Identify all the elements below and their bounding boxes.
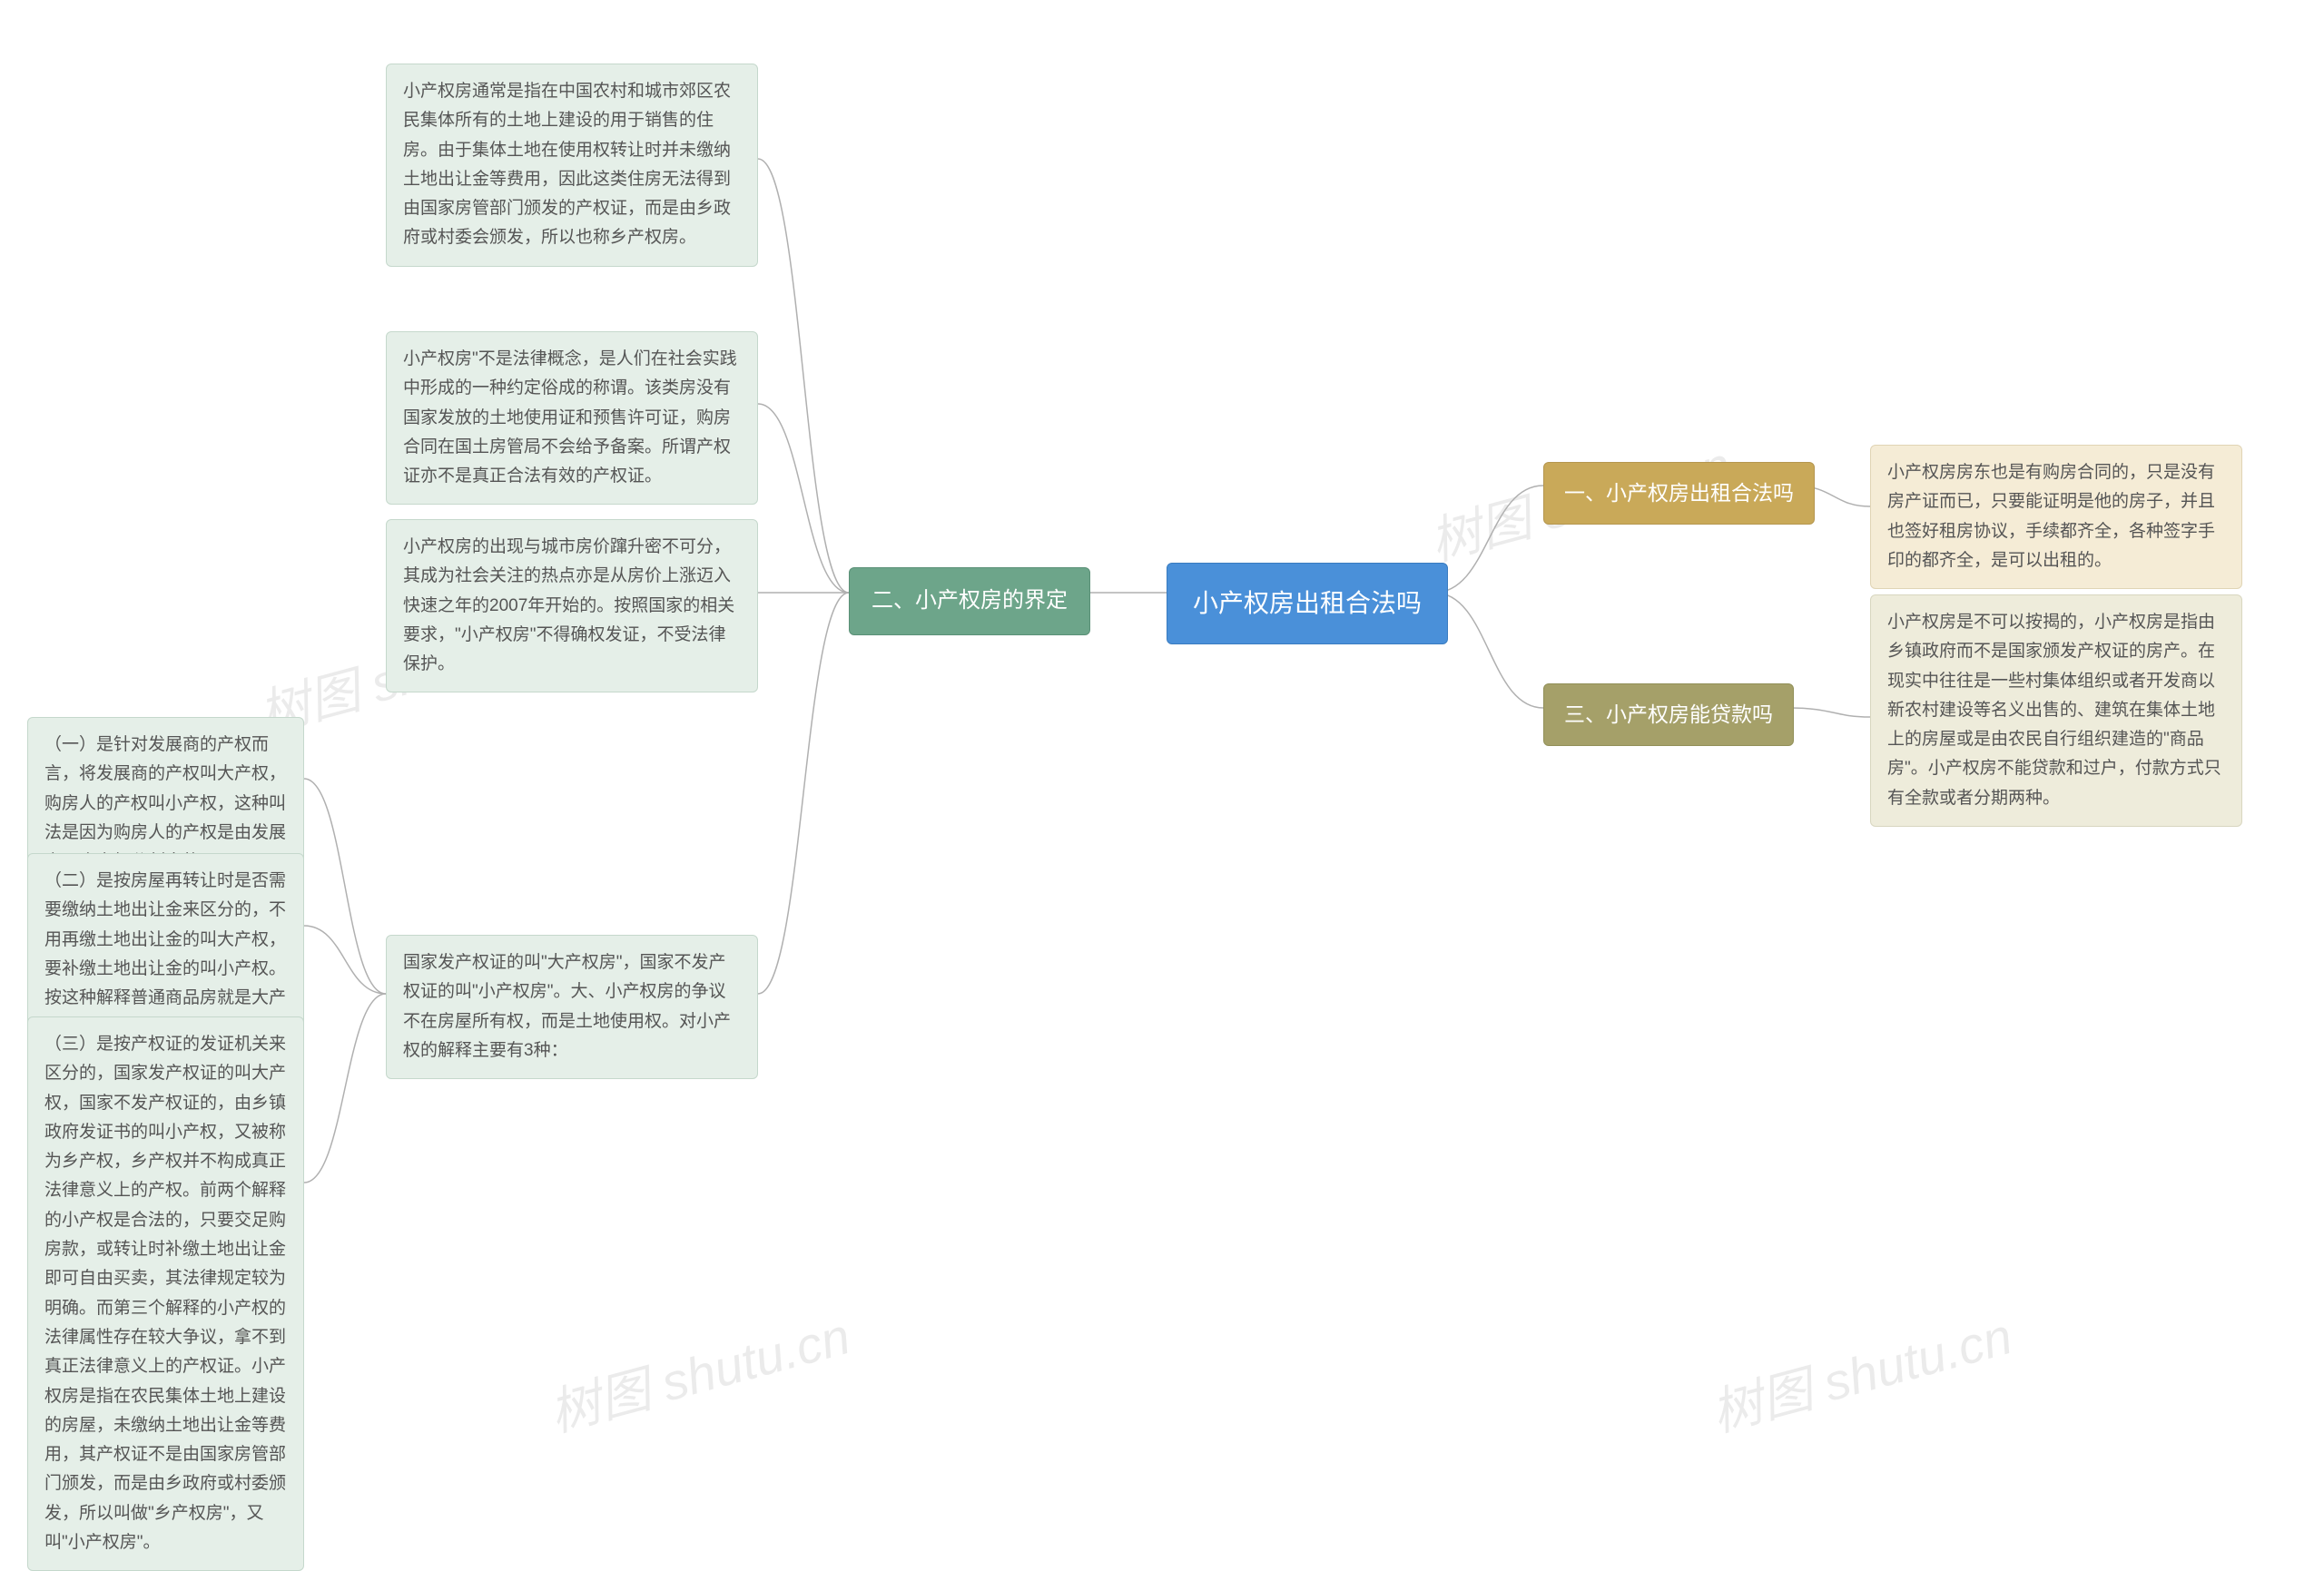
branch-left-section: 二、小产权房的界定 xyxy=(849,567,1090,635)
branch-right-2: 三、小产权房能贷款吗 xyxy=(1543,683,1794,746)
leaf-left-2: 小产权房的出现与城市房价蹿升密不可分，其成为社会关注的热点亦是从房价上涨迈入快速… xyxy=(386,519,758,692)
branch-right-1: 一、小产权房出租合法吗 xyxy=(1543,462,1815,525)
leaf-right-1: 小产权房房东也是有购房合同的，只是没有房产证而已，只要能证明是他的房子，并且也签… xyxy=(1870,445,2242,589)
leaf-left-1: 小产权房"不是法律概念，是人们在社会实践中形成的一种约定俗成的称谓。该类房没有国… xyxy=(386,331,758,505)
leaf-left-3: 国家发产权证的叫"大产权房"，国家不发产权证的叫"小产权房"。大、小产权房的争议… xyxy=(386,935,758,1079)
watermark: 树图 shutu.cn xyxy=(1702,1295,2019,1446)
leaf-right-2: 小产权房是不可以按揭的，小产权房是指由乡镇政府而不是国家颁发产权证的房产。在现实… xyxy=(1870,594,2242,827)
root-node: 小产权房出租合法吗 xyxy=(1167,563,1448,644)
watermark: 树图 shutu.cn xyxy=(540,1295,857,1446)
leaf-left-0: 小产权房通常是指在中国农村和城市郊区农民集体所有的土地上建设的用于销售的住房。由… xyxy=(386,64,758,267)
leaf-sub-2: （三）是按产权证的发证机关来区分的，国家发产权证的叫大产权，国家不发产权证的，由… xyxy=(27,1016,304,1571)
